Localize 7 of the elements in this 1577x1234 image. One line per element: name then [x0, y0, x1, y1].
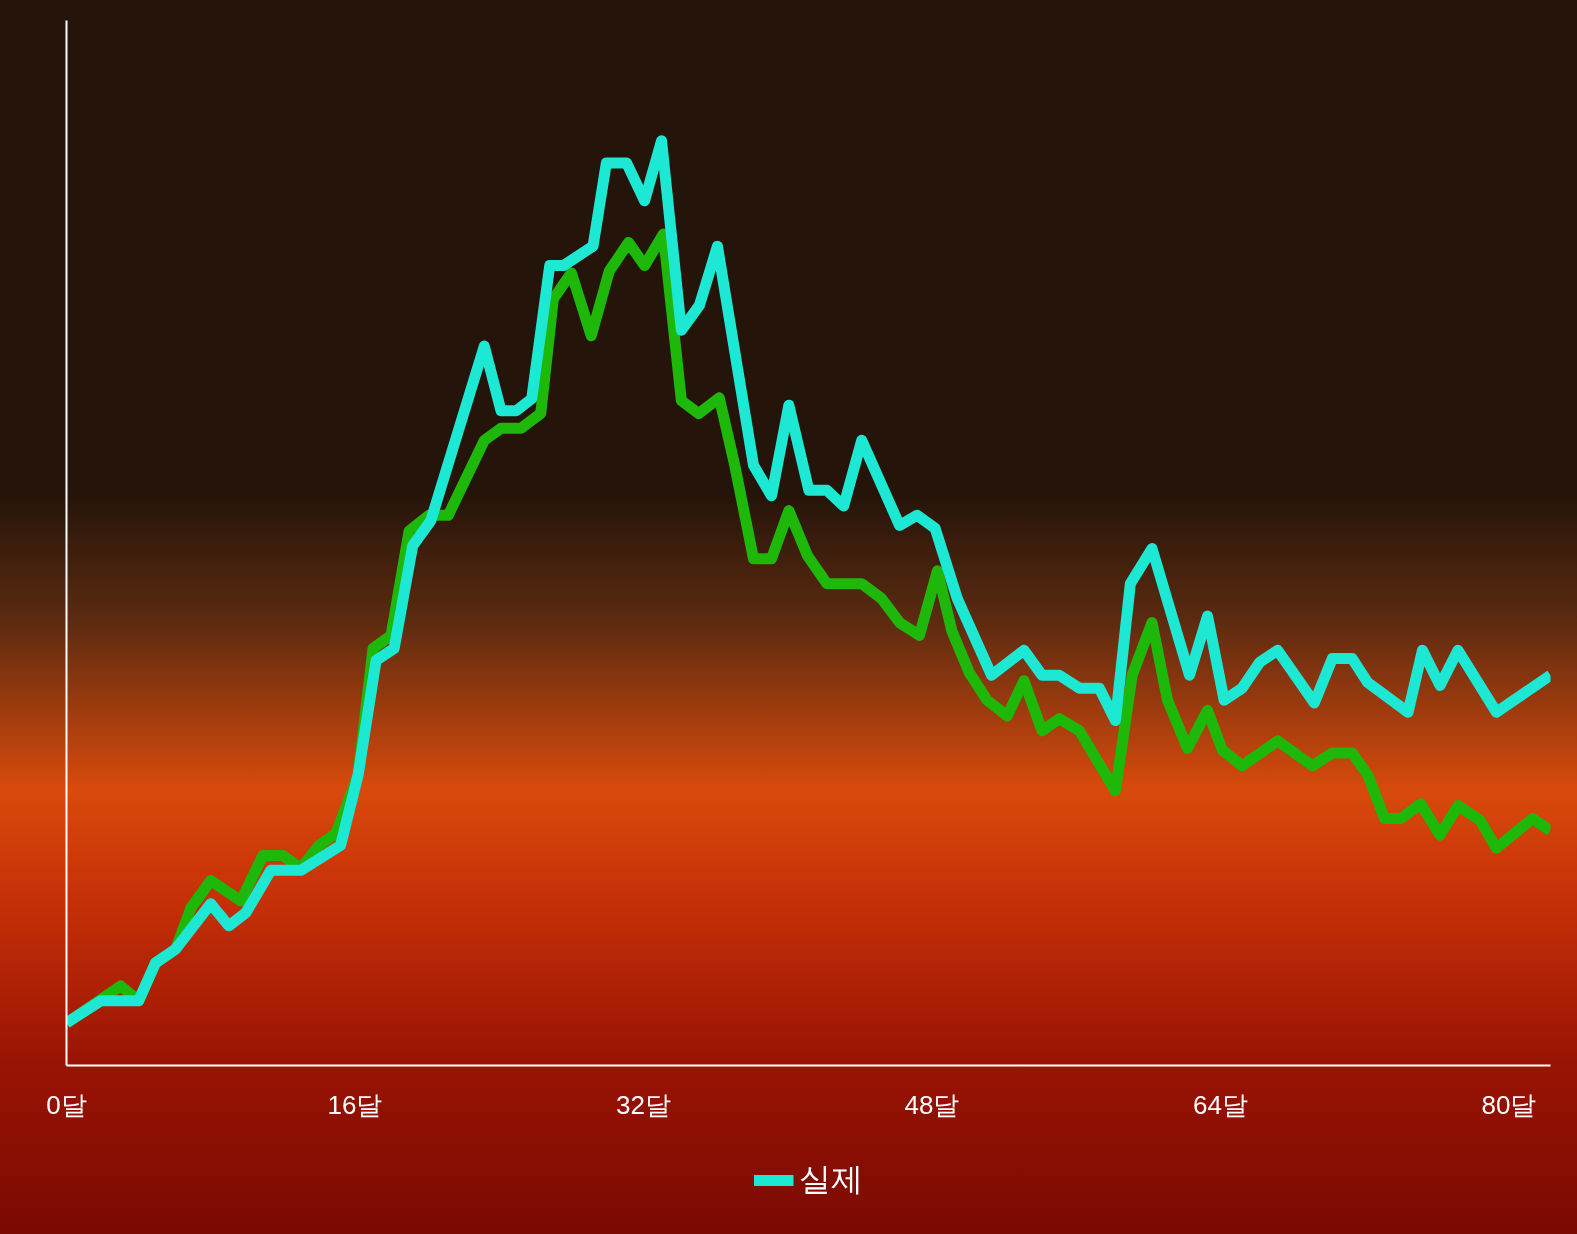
x-tick-label: 48달 — [904, 1089, 960, 1120]
legend-label: 실제 — [798, 1160, 863, 1199]
x-tick-label: 16달 — [327, 1089, 383, 1120]
x-tick-label: 64달 — [1193, 1089, 1248, 1120]
x-tick-label: 32달 — [616, 1089, 671, 1120]
x-tick-label: 80달 — [1481, 1089, 1537, 1120]
x-tick-label: 0달 — [46, 1089, 87, 1120]
